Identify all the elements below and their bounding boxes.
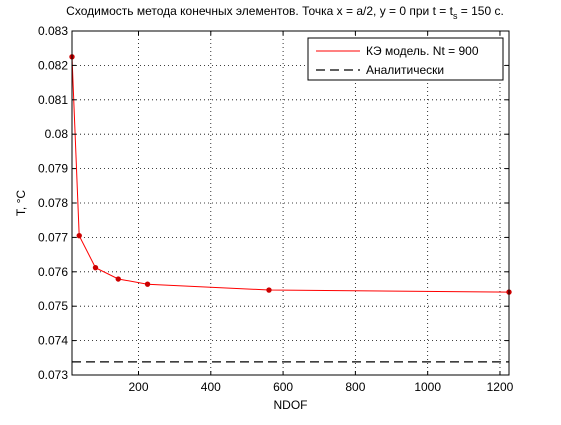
- x-axis-label: NDOF: [274, 398, 308, 412]
- y-tick-label: 0.078: [38, 196, 68, 210]
- x-tick-label: 400: [201, 380, 221, 394]
- legend-label-analytic: Аналитически: [366, 63, 444, 77]
- y-tick-label: 0.079: [38, 162, 68, 176]
- y-tick-label: 0.08: [45, 127, 69, 141]
- legend-box: [307, 37, 504, 81]
- plot-frame: [71, 30, 510, 376]
- x-tick-label: 600: [273, 380, 293, 394]
- grid-layer: [72, 31, 509, 375]
- chart-title-tail: = 150 с.: [457, 4, 503, 18]
- y-tick-label: 0.074: [38, 334, 68, 348]
- y-tick-label: 0.083: [38, 24, 68, 38]
- y-axis-label: T, °C: [14, 190, 28, 216]
- chart-title-subscript: s: [453, 11, 458, 21]
- series-layer: [69, 54, 512, 363]
- x-tick-label: 200: [128, 380, 148, 394]
- y-tick-label: 0.082: [38, 58, 68, 72]
- x-tick-label: 1000: [414, 380, 441, 394]
- x-tick-label: 800: [345, 380, 365, 394]
- ticks-layer: 200 400 600 800 1000 1200 0.073 0.074 0.075 0.076…: [38, 24, 514, 394]
- y-tick-label: 0.081: [38, 93, 68, 107]
- x-tick-label: 1200: [487, 380, 514, 394]
- y-tick-label: 0.077: [38, 230, 68, 244]
- data-point: [266, 287, 272, 293]
- data-point: [115, 276, 121, 282]
- chart-title: Сходимость метода конечных элементов. То…: [66, 4, 504, 21]
- series-line-fe-model: [71, 56, 510, 293]
- legend-label-fe-model: КЭ модель. Nt = 900: [366, 44, 479, 58]
- data-point: [76, 232, 82, 239]
- y-tick-label: 0.075: [38, 299, 68, 313]
- legend: КЭ модель. Nt = 900 Аналитически: [307, 37, 504, 81]
- data-point: [144, 281, 151, 287]
- data-point: [92, 264, 99, 271]
- y-tick-label: 0.076: [38, 265, 68, 279]
- y-tick-label: 0.073: [38, 368, 68, 382]
- chart-title-main: Сходимость метода конечных элементов. То…: [66, 4, 453, 18]
